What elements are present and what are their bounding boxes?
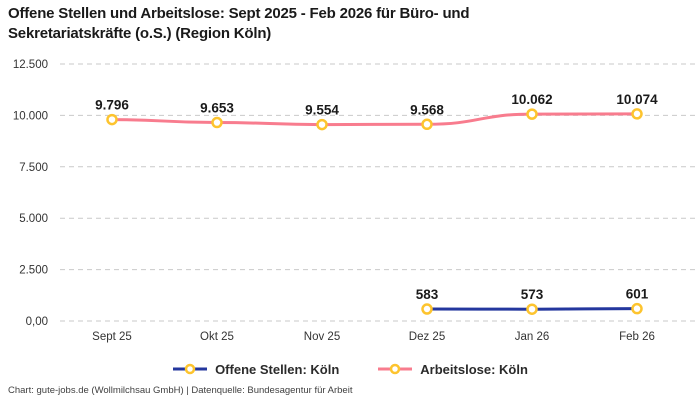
- x-tick-label: Dez 25: [409, 331, 445, 343]
- line-chart: 0,00 2.500 5.000 7.500 10.000 12.500 Sept 25 Ok…: [13, 59, 695, 343]
- y-tick-label: 10.000: [13, 110, 48, 122]
- data-point-marker: [106, 113, 118, 126]
- y-tick-label: 5.000: [19, 213, 48, 225]
- legend-label-arbeitslose: Arbeitslose: Köln: [420, 361, 528, 377]
- data-point-marker: [421, 118, 433, 131]
- x-tick-label: Sept 25: [92, 331, 132, 343]
- data-point-label: 573: [521, 287, 544, 302]
- x-tick-label: Nov 25: [304, 331, 340, 343]
- data-point-label: 9.653: [200, 101, 234, 116]
- chart-title: Offene Stellen und Arbeitslose: Sept 202…: [8, 5, 470, 42]
- y-tick-label: 12.500: [13, 59, 48, 71]
- data-point-marker: [316, 118, 328, 131]
- data-point-marker: [421, 303, 433, 315]
- y-tick-label: 7.500: [19, 162, 48, 174]
- data-point-marker: [526, 108, 538, 120]
- x-tick-label: Okt 25: [200, 331, 234, 343]
- data-point-label: 10.074: [616, 92, 658, 107]
- data-point-label: 10.062: [511, 92, 552, 107]
- legend-swatch-arbeitslose-icon: [378, 363, 413, 375]
- legend-item-offene-stellen: Offene Stellen: Köln: [172, 362, 339, 377]
- attribution-footer: Chart: gute-jobs.de (Wollmilchsau GmbH) …: [8, 385, 353, 396]
- data-point-marker: [631, 108, 643, 120]
- chart-legend: Offene Stellen: Köln Arbeitslose: Köln: [0, 358, 700, 380]
- legend-label-offene-stellen: Offene Stellen: Köln: [215, 361, 340, 377]
- y-tick-label: 0,00: [26, 316, 48, 328]
- data-point-marker: [631, 302, 643, 315]
- data-point-marker: [526, 303, 538, 315]
- legend-swatch-offene-stellen-icon: [173, 363, 208, 375]
- data-point-marker: [211, 116, 223, 129]
- x-tick-label: Feb 26: [619, 331, 655, 343]
- data-point-label: 583: [416, 287, 439, 302]
- series-line-1: [110, 112, 639, 127]
- data-point-label: 9.554: [305, 103, 339, 118]
- data-point-label: 601: [626, 287, 649, 302]
- legend-item-arbeitslose: Arbeitslose: Köln: [377, 362, 528, 377]
- x-tick-label: Jan 26: [515, 331, 550, 343]
- data-point-label: 9.796: [95, 98, 129, 113]
- y-tick-label: 2.500: [19, 265, 48, 277]
- data-point-label: 9.568: [410, 102, 444, 117]
